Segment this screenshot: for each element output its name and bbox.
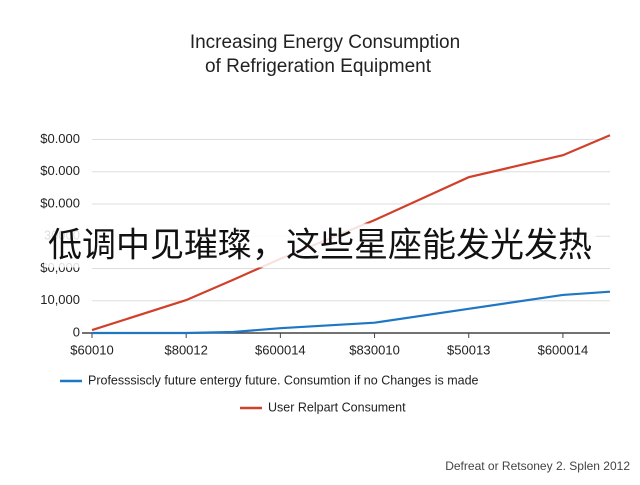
- series-line: [92, 290, 611, 335]
- overlay-text: 低调中见璀璨，这些星座能发光发热: [48, 226, 592, 266]
- legend-label: User Relpart Consument: [268, 400, 406, 414]
- y-tick-label: 0: [73, 324, 80, 339]
- y-tick-label: $0.000: [40, 163, 80, 178]
- x-tick-label: $60010: [70, 342, 113, 357]
- y-tick-label: $0.000: [40, 131, 80, 146]
- x-tick-label: $600014: [538, 342, 589, 357]
- x-tick-label: $50013: [447, 342, 490, 357]
- chart-title: Increasing Energy Consumption: [190, 32, 460, 53]
- chart-subtitle: of Refrigeration Equipment: [205, 56, 432, 77]
- source: Defreat or Retsoney 2. Splen 2012: [445, 459, 630, 473]
- x-tick-label: $830010: [349, 342, 400, 357]
- overlay-background: [44, 223, 596, 268]
- y-tick-label: $0.000: [40, 195, 80, 210]
- x-tick-label: $80012: [164, 342, 207, 357]
- legend-label: Professsiscly future entergy future. Con…: [88, 373, 479, 387]
- x-tick-label: $600014: [255, 342, 306, 357]
- y-tick-label: 10,000: [40, 292, 80, 307]
